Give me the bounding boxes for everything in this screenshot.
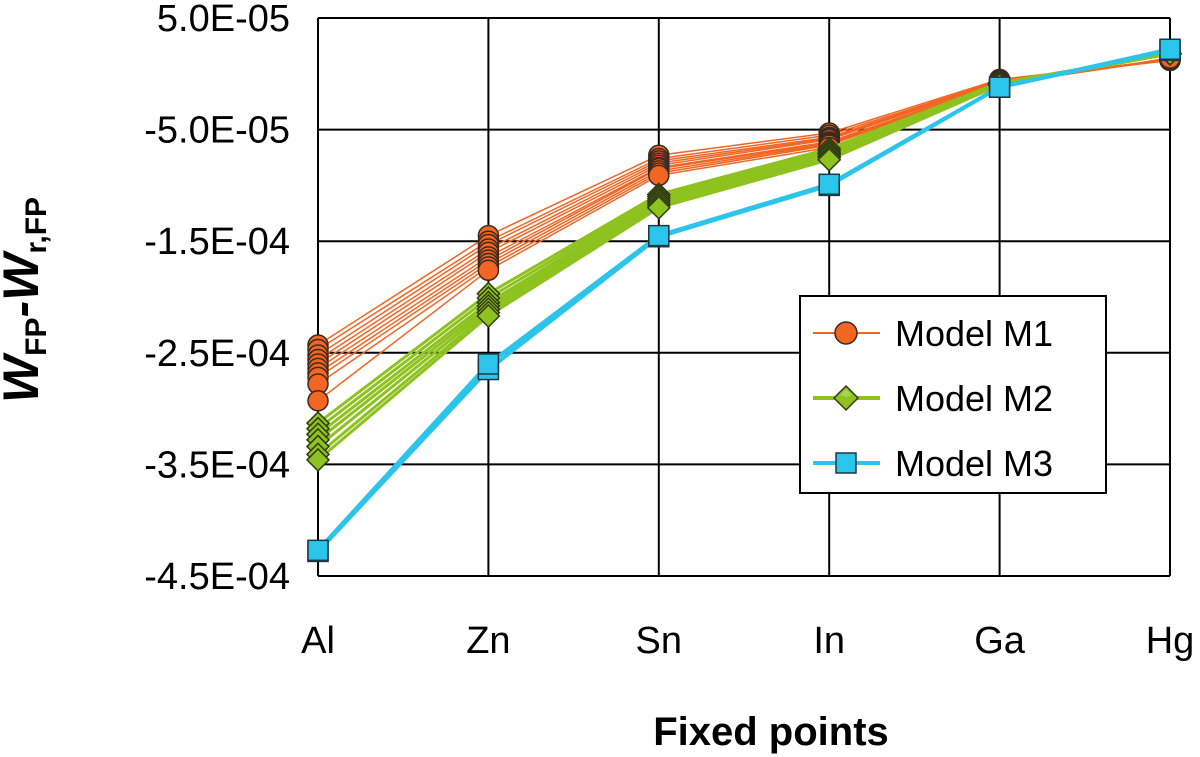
y-axis-title-dash: - — [0, 301, 49, 318]
y-axis-ticks: 5.0E-05 -5.0E-05 -1.5E-04 -2.5E-04 -3.5E-04 -… — [144, 0, 290, 598]
data-point — [818, 173, 840, 196]
legend-marker-highlight — [840, 389, 852, 397]
x-axis-ticks: Al Zn Sn In Ga Hg — [301, 620, 1194, 662]
legend-item-m2: Model M2 — [813, 378, 1053, 419]
y-tick-label: 5.0E-05 — [157, 0, 290, 40]
legend-swatch-marker — [832, 384, 860, 412]
data-point — [646, 195, 671, 220]
data-point — [307, 390, 329, 412]
x-tick-label: Zn — [466, 620, 510, 662]
legend-label-m2: Model M2 — [895, 378, 1053, 419]
data-point — [305, 447, 331, 472]
y-tick-label: -3.5E-04 — [144, 444, 290, 486]
data-point — [477, 259, 500, 281]
legend-item-m3: Model M3 — [813, 443, 1053, 484]
x-tick-label: Al — [301, 620, 335, 662]
y-axis-title: WFP-Wr,FP — [0, 197, 53, 403]
series-layer — [305, 38, 1183, 563]
data-point — [648, 224, 670, 247]
y-axis-title-sub1: FP — [20, 318, 53, 356]
series-line — [316, 47, 1171, 552]
y-tick-label: -1.5E-04 — [144, 221, 290, 263]
y-axis-title-w1: W — [0, 352, 49, 403]
legend-item-m1: Model M1 — [813, 313, 1053, 354]
legend-swatch-marker — [834, 321, 858, 345]
data-point — [988, 76, 1011, 98]
legend-swatch-marker — [835, 452, 857, 474]
x-axis-title: Fixed points — [653, 710, 889, 754]
legend-label-m3: Model M3 — [895, 443, 1053, 484]
data-point — [477, 353, 500, 375]
y-axis-title-sub2: r,FP — [20, 197, 53, 254]
y-tick-label: -4.5E-04 — [144, 556, 290, 598]
x-tick-label: Ga — [974, 620, 1026, 662]
y-tick-label: -5.0E-05 — [144, 110, 290, 152]
x-tick-label: In — [813, 620, 845, 662]
data-point — [817, 147, 842, 172]
data-point — [307, 539, 329, 562]
y-tick-label: -2.5E-04 — [144, 333, 290, 375]
series-group-model-m3 — [307, 38, 1181, 563]
y-axis-title-w2: W — [0, 250, 49, 301]
x-tick-label: Sn — [636, 620, 682, 662]
legend: Model M1 Model M2 Model M3 — [799, 295, 1107, 494]
legend-label-m1: Model M1 — [895, 313, 1053, 354]
data-point — [1159, 38, 1181, 60]
data-point — [476, 303, 501, 329]
x-tick-label: Hg — [1146, 620, 1195, 662]
